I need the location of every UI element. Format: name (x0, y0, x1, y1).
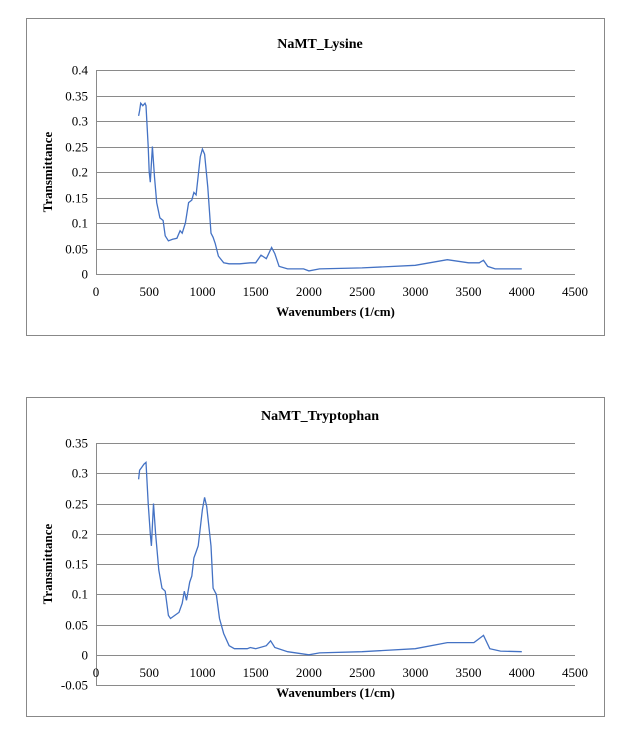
x-tick-label: 2000 (296, 665, 322, 680)
y-tick-label: 0.2 (72, 527, 88, 542)
chart-frame (26, 397, 605, 717)
y-tick-label: 0.25 (65, 497, 88, 512)
y-tick-label: 0.05 (65, 618, 88, 633)
x-tick-label: 1000 (189, 665, 215, 680)
y-tick-label: 0.4 (72, 63, 89, 78)
x-tick-label: 3500 (456, 665, 482, 680)
chart-1: 0 0.05 0.1 0.15 0.2 0.25 0.3 0.35 0.4 0 500 1000 150… (26, 18, 605, 336)
x-tick-label: 1500 (243, 284, 269, 299)
x-tick-label: 3000 (402, 665, 428, 680)
x-axis-label: Wavenumbers (1/cm) (276, 304, 395, 319)
y-tick-label: 0.1 (72, 587, 88, 602)
chart-title: NaMT_Tryptophan (261, 409, 379, 424)
x-tick-label: 0 (93, 665, 100, 680)
x-tick-label: 2500 (349, 284, 375, 299)
x-tick-label: 2000 (296, 284, 322, 299)
y-axis-label: Transmittance (40, 523, 55, 604)
x-tick-label: 500 (139, 665, 159, 680)
x-tick-label: 0 (93, 284, 100, 299)
x-tick-label: 3500 (456, 284, 482, 299)
x-axis-label: Wavenumbers (1/cm) (276, 685, 395, 700)
series-line (137, 461, 522, 656)
x-tick-label: 4500 (562, 284, 588, 299)
y-tick-label: 0.3 (72, 466, 88, 481)
chart-2: -0.05 0 0.05 0.1 0.15 0.2 0.25 0.3 0.35 0 500 1000 1… (26, 397, 605, 717)
series-line (137, 101, 522, 272)
x-tick-label: 1000 (189, 284, 215, 299)
y-tick-label: 0.05 (65, 242, 88, 257)
x-tick-label: 3000 (402, 284, 428, 299)
chart-title: NaMT_Lysine (277, 37, 363, 52)
y-tick-label: 0.2 (72, 165, 88, 180)
y-tick-label: 0 (82, 267, 89, 282)
y-tick-label: 0.35 (65, 89, 88, 104)
y-tick-label: 0 (82, 648, 89, 663)
x-tick-label: 4000 (509, 284, 535, 299)
y-tick-label: 0.15 (65, 557, 88, 572)
y-tick-label: 0.35 (65, 436, 88, 451)
y-tick-label: 0.25 (65, 140, 88, 155)
chart-frame (26, 18, 605, 336)
x-tick-label: 4500 (562, 665, 588, 680)
x-tick-label: 1500 (243, 665, 269, 680)
x-tick-label: 500 (139, 284, 159, 299)
x-tick-label: 4000 (509, 665, 535, 680)
y-tick-label: 0.1 (72, 216, 88, 231)
y-tick-label: 0.15 (65, 191, 88, 206)
x-tick-label: 2500 (349, 665, 375, 680)
y-tick-label: 0.3 (72, 114, 88, 129)
y-axis-label: Transmittance (40, 131, 55, 212)
y-tick-label: -0.05 (61, 678, 88, 693)
